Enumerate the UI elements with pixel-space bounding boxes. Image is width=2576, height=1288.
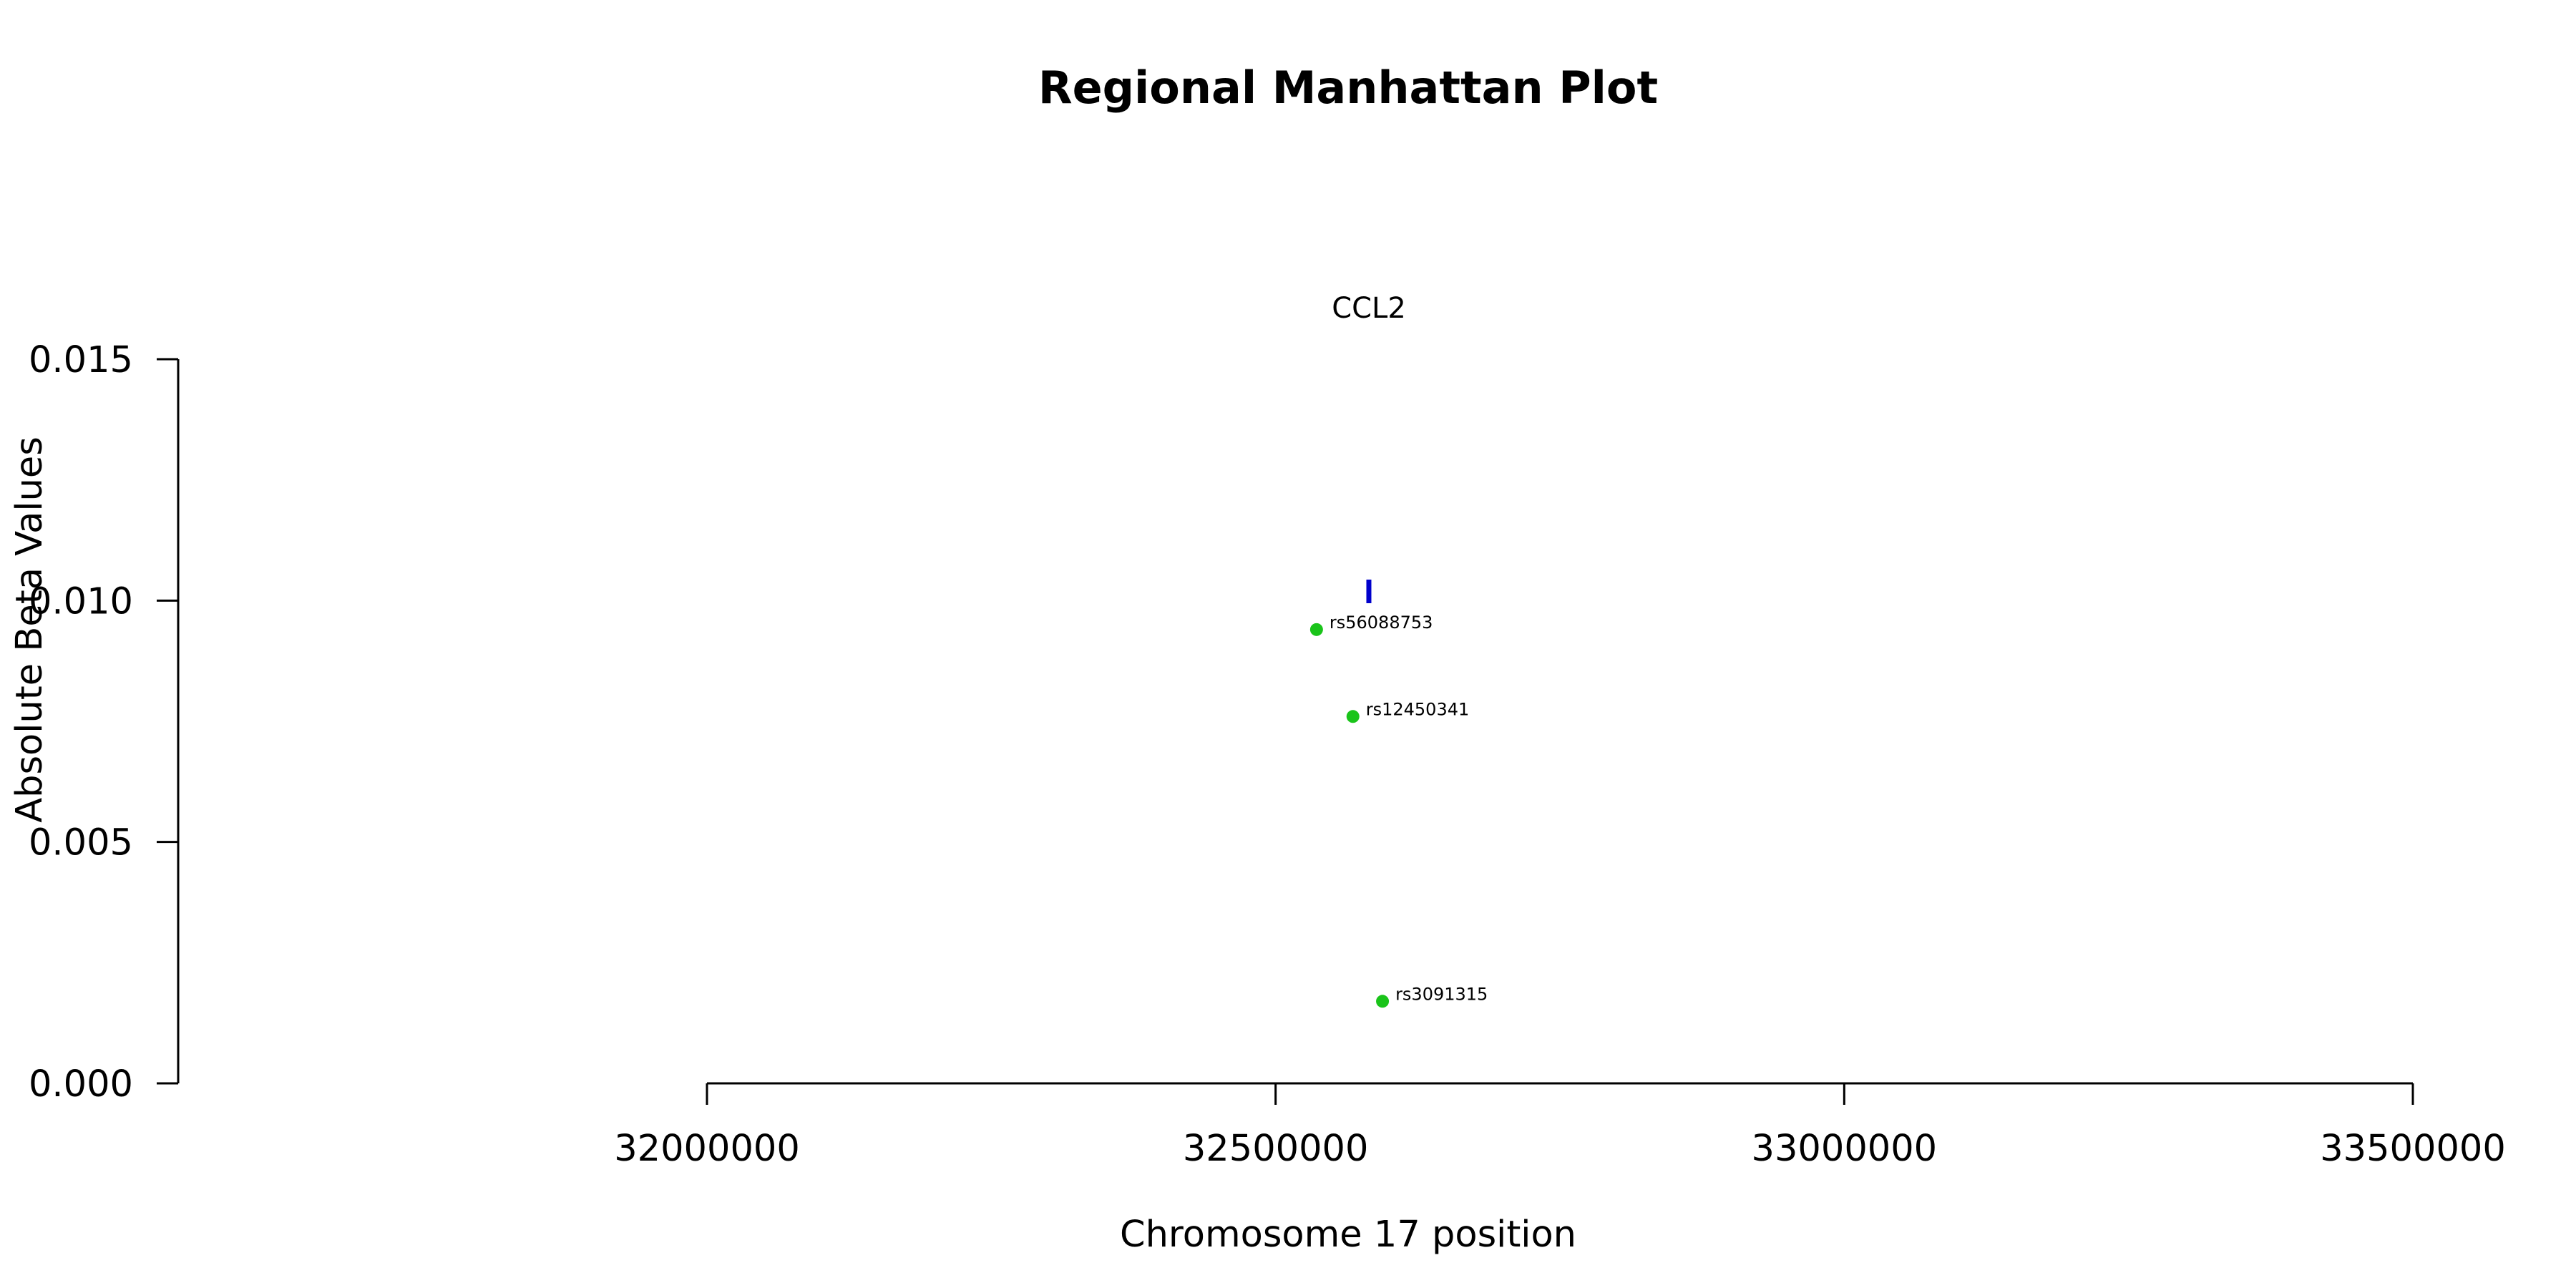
data-point-label: rs3091315 xyxy=(1395,984,1488,1004)
x-tick-label: 32500000 xyxy=(1183,1128,1369,1170)
y-tick-label: 0.000 xyxy=(29,1063,133,1106)
x-axis: 32000000 32500000 33000000 33500000 xyxy=(614,1082,2506,1170)
x-axis-label: Chromosome 17 position xyxy=(1120,1214,1576,1256)
points-layer: rs56088753 rs12450341 rs3091315 xyxy=(1309,613,1488,1008)
x-tick-label: 32000000 xyxy=(614,1128,800,1170)
data-point-label: rs12450341 xyxy=(1366,699,1470,719)
y-tick-label: 0.010 xyxy=(29,580,133,623)
x-tick-label: 33500000 xyxy=(2320,1128,2506,1170)
chart-title: Regional Manhattan Plot xyxy=(1038,62,1658,114)
data-point xyxy=(1346,710,1360,723)
x-tick-label: 33000000 xyxy=(1752,1128,1938,1170)
y-axis: 0.000 0.005 0.010 0.015 xyxy=(29,339,180,1106)
data-point-label: rs56088753 xyxy=(1330,613,1433,633)
gene-layer: CCL2 xyxy=(1332,292,1406,603)
data-point xyxy=(1376,995,1390,1008)
y-axis-label: Absolute Beta Values xyxy=(9,436,51,823)
y-tick-label: 0.005 xyxy=(29,822,133,864)
gene-label: CCL2 xyxy=(1332,292,1406,325)
y-tick-label: 0.015 xyxy=(29,339,133,381)
data-point xyxy=(1309,623,1323,636)
